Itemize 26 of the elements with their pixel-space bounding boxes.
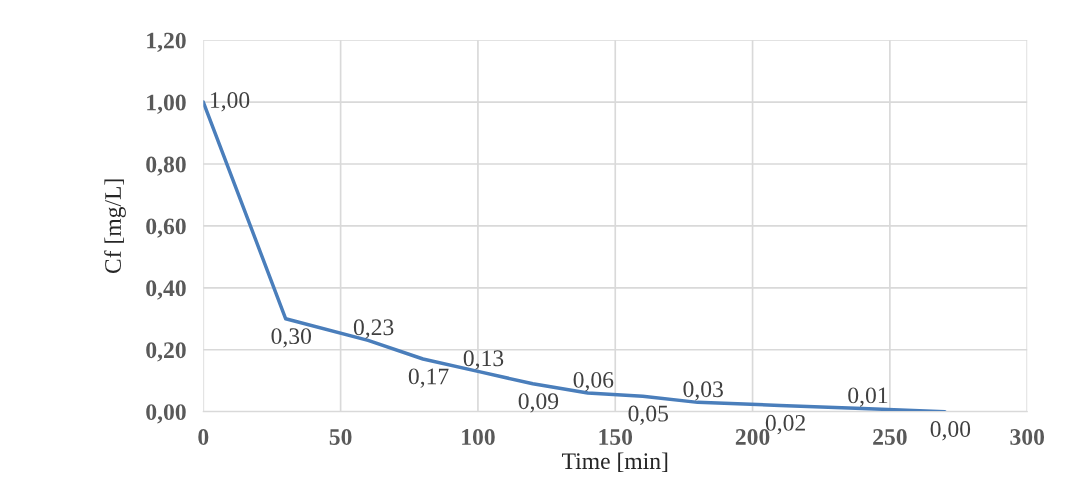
y-tick-label: 0,40 [146, 280, 186, 300]
data-label: 0,13 [463, 350, 504, 370]
y-tick-label: 0,60 [146, 218, 186, 238]
x-tick-label: 0 [198, 428, 209, 445]
data-label: 0,17 [408, 368, 449, 388]
data-label: 0,00 [930, 421, 971, 441]
data-label: 0,01 [848, 387, 888, 407]
data-label: 0,09 [518, 393, 559, 413]
y-tick-label: 0,20 [146, 342, 186, 362]
y-tick-label: 1,20 [147, 32, 186, 53]
data-label: 0,06 [573, 371, 614, 392]
x-tick-label: 150 [599, 428, 633, 445]
x-axis-title: Time [min] [562, 452, 668, 473]
x-tick-label: 100 [462, 428, 495, 445]
data-label: 0,30 [271, 328, 312, 348]
x-tick-label: 250 [873, 428, 907, 445]
y-axis-title: Cf [mg/L] [104, 179, 126, 274]
data-label: 1,00 [210, 92, 250, 112]
data-label: 0,03 [683, 381, 723, 401]
y-tick-label: 1,00 [147, 94, 186, 114]
x-tick-label: 50 [329, 428, 352, 445]
x-tick-label: 300 [1010, 428, 1045, 445]
y-tick-label: 0,00 [146, 404, 186, 424]
data-label: 0,05 [628, 405, 669, 425]
data-label: 0,23 [353, 319, 394, 339]
y-tick-label: 0,80 [146, 156, 186, 176]
